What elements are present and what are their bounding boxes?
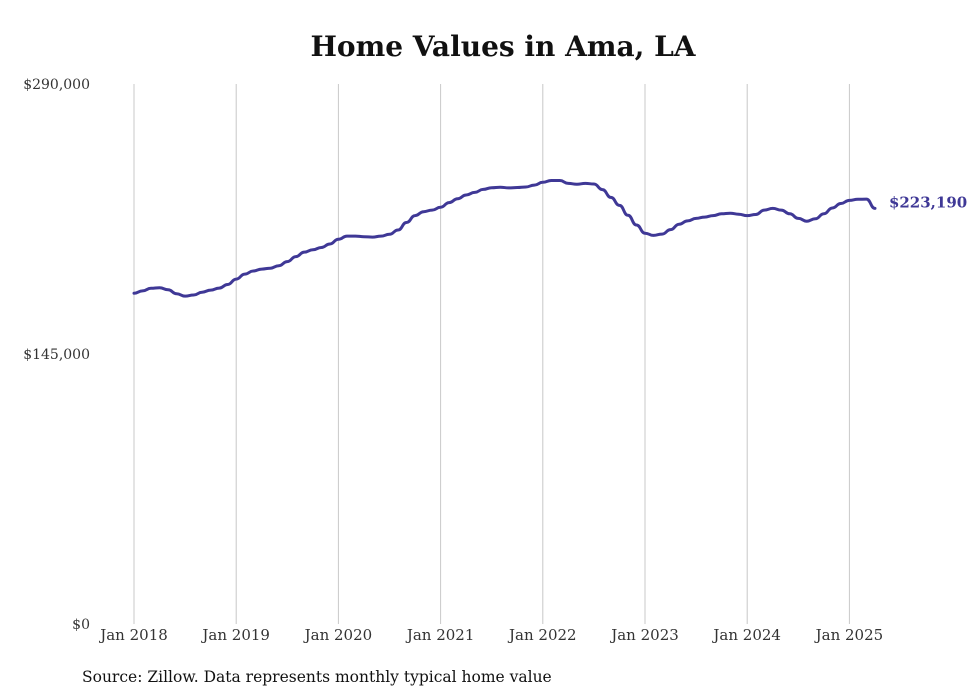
grid-lines: [133, 84, 850, 624]
y-tick-label: $290,000: [23, 77, 90, 93]
label-layer: $223,190: [889, 193, 967, 211]
y-tick-label: $0: [72, 617, 90, 633]
series-layer: [132, 179, 877, 298]
x-tick-label: Jan 2022: [507, 626, 577, 644]
end-value-label: $223,190: [889, 193, 967, 211]
x-tick-label: Jan 2025: [814, 626, 884, 644]
x-tick-label: Jan 2019: [200, 626, 270, 644]
x-axis-ticks: Jan 2018 Jan 2019 Jan 2020 Jan 2021 Jan 2022…: [98, 626, 883, 644]
y-tick-label: $145,000: [23, 347, 90, 363]
x-tick-label: Jan 2018: [98, 626, 168, 644]
x-tick-label: Jan 2021: [405, 626, 475, 644]
source-note: Source: Zillow. Data represents monthly …: [82, 668, 552, 686]
x-tick-label: Jan 2023: [609, 626, 679, 644]
chart-title: Home Values in Ama, LA: [310, 30, 696, 63]
x-tick-label: Jan 2024: [711, 626, 781, 644]
x-tick-label: Jan 2020: [303, 626, 373, 644]
series-line: [132, 179, 877, 298]
y-axis-ticks: $0 $145,000 $290,000: [23, 77, 90, 633]
